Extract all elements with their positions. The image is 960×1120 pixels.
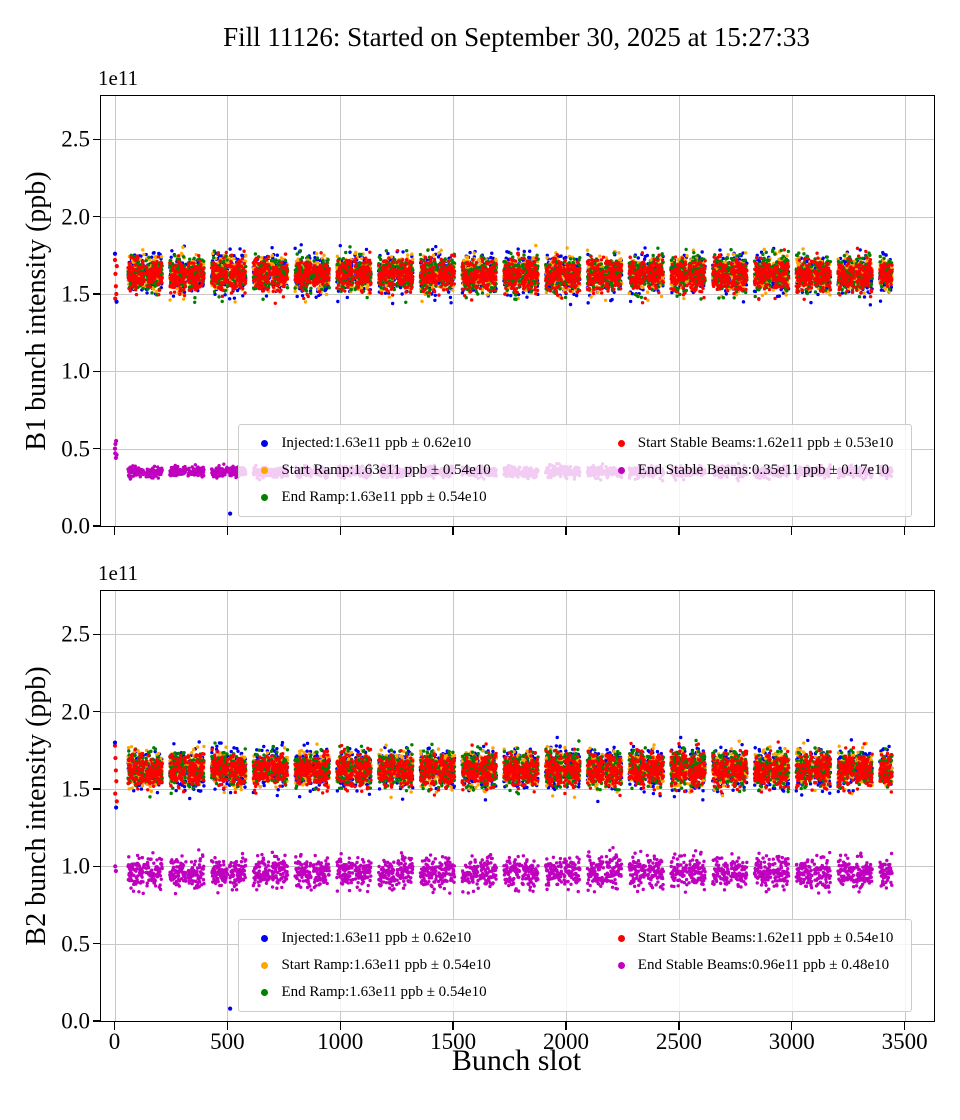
- legend-item: Start Ramp:1.63e11 ppb ± 0.54e10: [253, 462, 491, 479]
- legend-item: Start Ramp:1.63e11 ppb ± 0.54e10: [253, 957, 491, 974]
- y-tick-mark: [93, 942, 101, 945]
- b1-axes: 1e11 B1 bunch intensity (ppb) Injected:1…: [21, 66, 935, 538]
- y-tick-label: 0.0: [61, 1008, 90, 1034]
- legend-marker-icon: [617, 935, 625, 942]
- y-tick-mark: [93, 1020, 101, 1022]
- b1-legend: Injected:1.63e11 ppb ± 0.62e10 Start Ramp…: [238, 424, 913, 517]
- x-tick-mark: [565, 1021, 567, 1030]
- x-tick-mark: [226, 1021, 229, 1030]
- y-tick-label: 0.5: [61, 436, 90, 462]
- x-tick-label: 3000: [768, 1029, 815, 1054]
- y-tick-mark: [93, 865, 101, 867]
- legend-column: Injected:1.63e11 ppb ± 0.62e10 Start Ramp…: [253, 435, 491, 506]
- legend-label: Injected:1.63e11 ppb ± 0.62e10: [281, 435, 472, 451]
- y-tick-mark: [93, 447, 101, 450]
- y-tick-label: 0.5: [61, 931, 90, 957]
- x-tick-label: 3500: [881, 1029, 928, 1054]
- legend-item: End Ramp:1.63e11 ppb ± 0.54e10: [253, 984, 490, 1001]
- legend-label: Start Ramp:1.63e11 ppb ± 0.54e10: [281, 462, 491, 478]
- legend-item: End Stable Beams:0.96e11 ppb ± 0.48e10: [610, 957, 894, 974]
- legend-marker-icon: [261, 467, 269, 474]
- x-tick-mark: [339, 526, 341, 535]
- b2-legend: Injected:1.63e11 ppb ± 0.62e10 Start Ramp…: [238, 919, 913, 1012]
- legend-marker-icon: [261, 440, 269, 447]
- x-axis-label: Bunch slot: [451, 1044, 582, 1077]
- legend-item: Start Stable Beams:1.62e11 ppb ± 0.53e10: [610, 435, 894, 452]
- x-tick-mark: [791, 526, 793, 535]
- legend-label: End Stable Beams:0.96e11 ppb ± 0.48e10: [637, 957, 890, 973]
- legend-label: End Ramp:1.63e11 ppb ± 0.54e10: [281, 984, 487, 1000]
- x-tick-mark: [452, 1021, 454, 1030]
- legend-label: Start Stable Beams:1.62e11 ppb ± 0.54e10: [637, 930, 894, 946]
- legend-item: Injected:1.63e11 ppb ± 0.62e10: [253, 930, 490, 947]
- legend-label: Injected:1.63e11 ppb ± 0.62e10: [281, 930, 472, 946]
- y-tick-label: 1.5: [61, 281, 90, 307]
- y-tick-mark: [93, 710, 101, 713]
- legend-item: End Stable Beams:0.35e11 ppb ± 0.17e10: [610, 462, 894, 479]
- x-tick-label: 2000: [543, 1029, 590, 1054]
- y-tick-label: 2.0: [61, 204, 90, 230]
- x-tick-mark: [678, 1021, 680, 1030]
- legend-column: Injected:1.63e11 ppb ± 0.62e10 Start Ramp…: [253, 930, 491, 1001]
- x-tick-label: 1500: [430, 1029, 477, 1054]
- legend-item: End Ramp:1.63e11 ppb ± 0.54e10: [253, 489, 490, 506]
- y-tick-label: 2.0: [61, 699, 90, 725]
- legend-column: Start Stable Beams:1.62e11 ppb ± 0.53e10…: [610, 435, 894, 506]
- b2-axes: 1e11 B2 bunch intensity (ppb) Injected:1…: [21, 561, 935, 1053]
- y-tick-mark: [93, 788, 101, 790]
- y-tick-mark: [93, 525, 101, 527]
- legend-item: Start Stable Beams:1.62e11 ppb ± 0.54e10: [610, 930, 894, 947]
- legend-marker-icon: [617, 962, 625, 969]
- chart-title: Fill 11126: Started on September 30, 202…: [223, 22, 810, 52]
- x-tick-mark: [565, 526, 567, 535]
- legend-label: Start Stable Beams:1.62e11 ppb ± 0.53e10: [637, 435, 894, 451]
- x-tick-label: 0: [108, 1029, 121, 1054]
- legend-label: Start Ramp:1.63e11 ppb ± 0.54e10: [281, 957, 491, 973]
- x-tick-mark: [339, 1021, 341, 1030]
- x-tick-mark: [903, 526, 906, 535]
- legend-marker-icon: [261, 962, 269, 969]
- y-tick-mark: [93, 370, 101, 372]
- x-tick-mark: [791, 1021, 793, 1030]
- x-tick-mark: [113, 526, 116, 535]
- y-tick-label: 1.5: [61, 776, 90, 802]
- x-tick-label: 500: [210, 1029, 245, 1054]
- x-tick-mark: [903, 1021, 906, 1030]
- legend-marker-icon: [617, 440, 625, 447]
- x-tick-label: 2500: [655, 1029, 702, 1054]
- b2-y-axis-label: B2 bunch intensity (ppb): [21, 666, 52, 946]
- y-tick-mark: [93, 138, 101, 140]
- legend-column: Start Stable Beams:1.62e11 ppb ± 0.54e10…: [610, 930, 894, 1001]
- y-tick-label: 1.0: [61, 358, 90, 384]
- legend-marker-icon: [261, 494, 269, 501]
- b1-y-axis-label: B1 bunch intensity (ppb): [21, 171, 52, 451]
- y-tick-label: 2.5: [61, 621, 90, 647]
- y-tick-label: 1.0: [61, 853, 90, 879]
- x-tick-mark: [226, 526, 229, 535]
- x-tick-mark: [452, 526, 454, 535]
- legend-marker-icon: [617, 467, 625, 474]
- b1-axis-offset-label: 1e11: [98, 66, 139, 90]
- legend-label: End Stable Beams:0.35e11 ppb ± 0.17e10: [637, 462, 890, 478]
- legend-label: End Ramp:1.63e11 ppb ± 0.54e10: [281, 489, 487, 505]
- y-tick-mark: [93, 215, 101, 218]
- legend-item: Injected:1.63e11 ppb ± 0.62e10: [253, 435, 490, 452]
- y-tick-mark: [93, 293, 101, 295]
- y-tick-mark: [93, 633, 101, 635]
- x-tick-mark: [678, 526, 680, 535]
- legend-marker-icon: [261, 935, 269, 942]
- x-tick-label: 1000: [317, 1029, 364, 1054]
- b2-axis-offset-label: 1e11: [98, 561, 139, 585]
- y-tick-label: 0.0: [61, 513, 90, 539]
- legend-marker-icon: [261, 989, 269, 996]
- y-tick-label: 2.5: [61, 126, 90, 152]
- x-tick-mark: [113, 1021, 116, 1030]
